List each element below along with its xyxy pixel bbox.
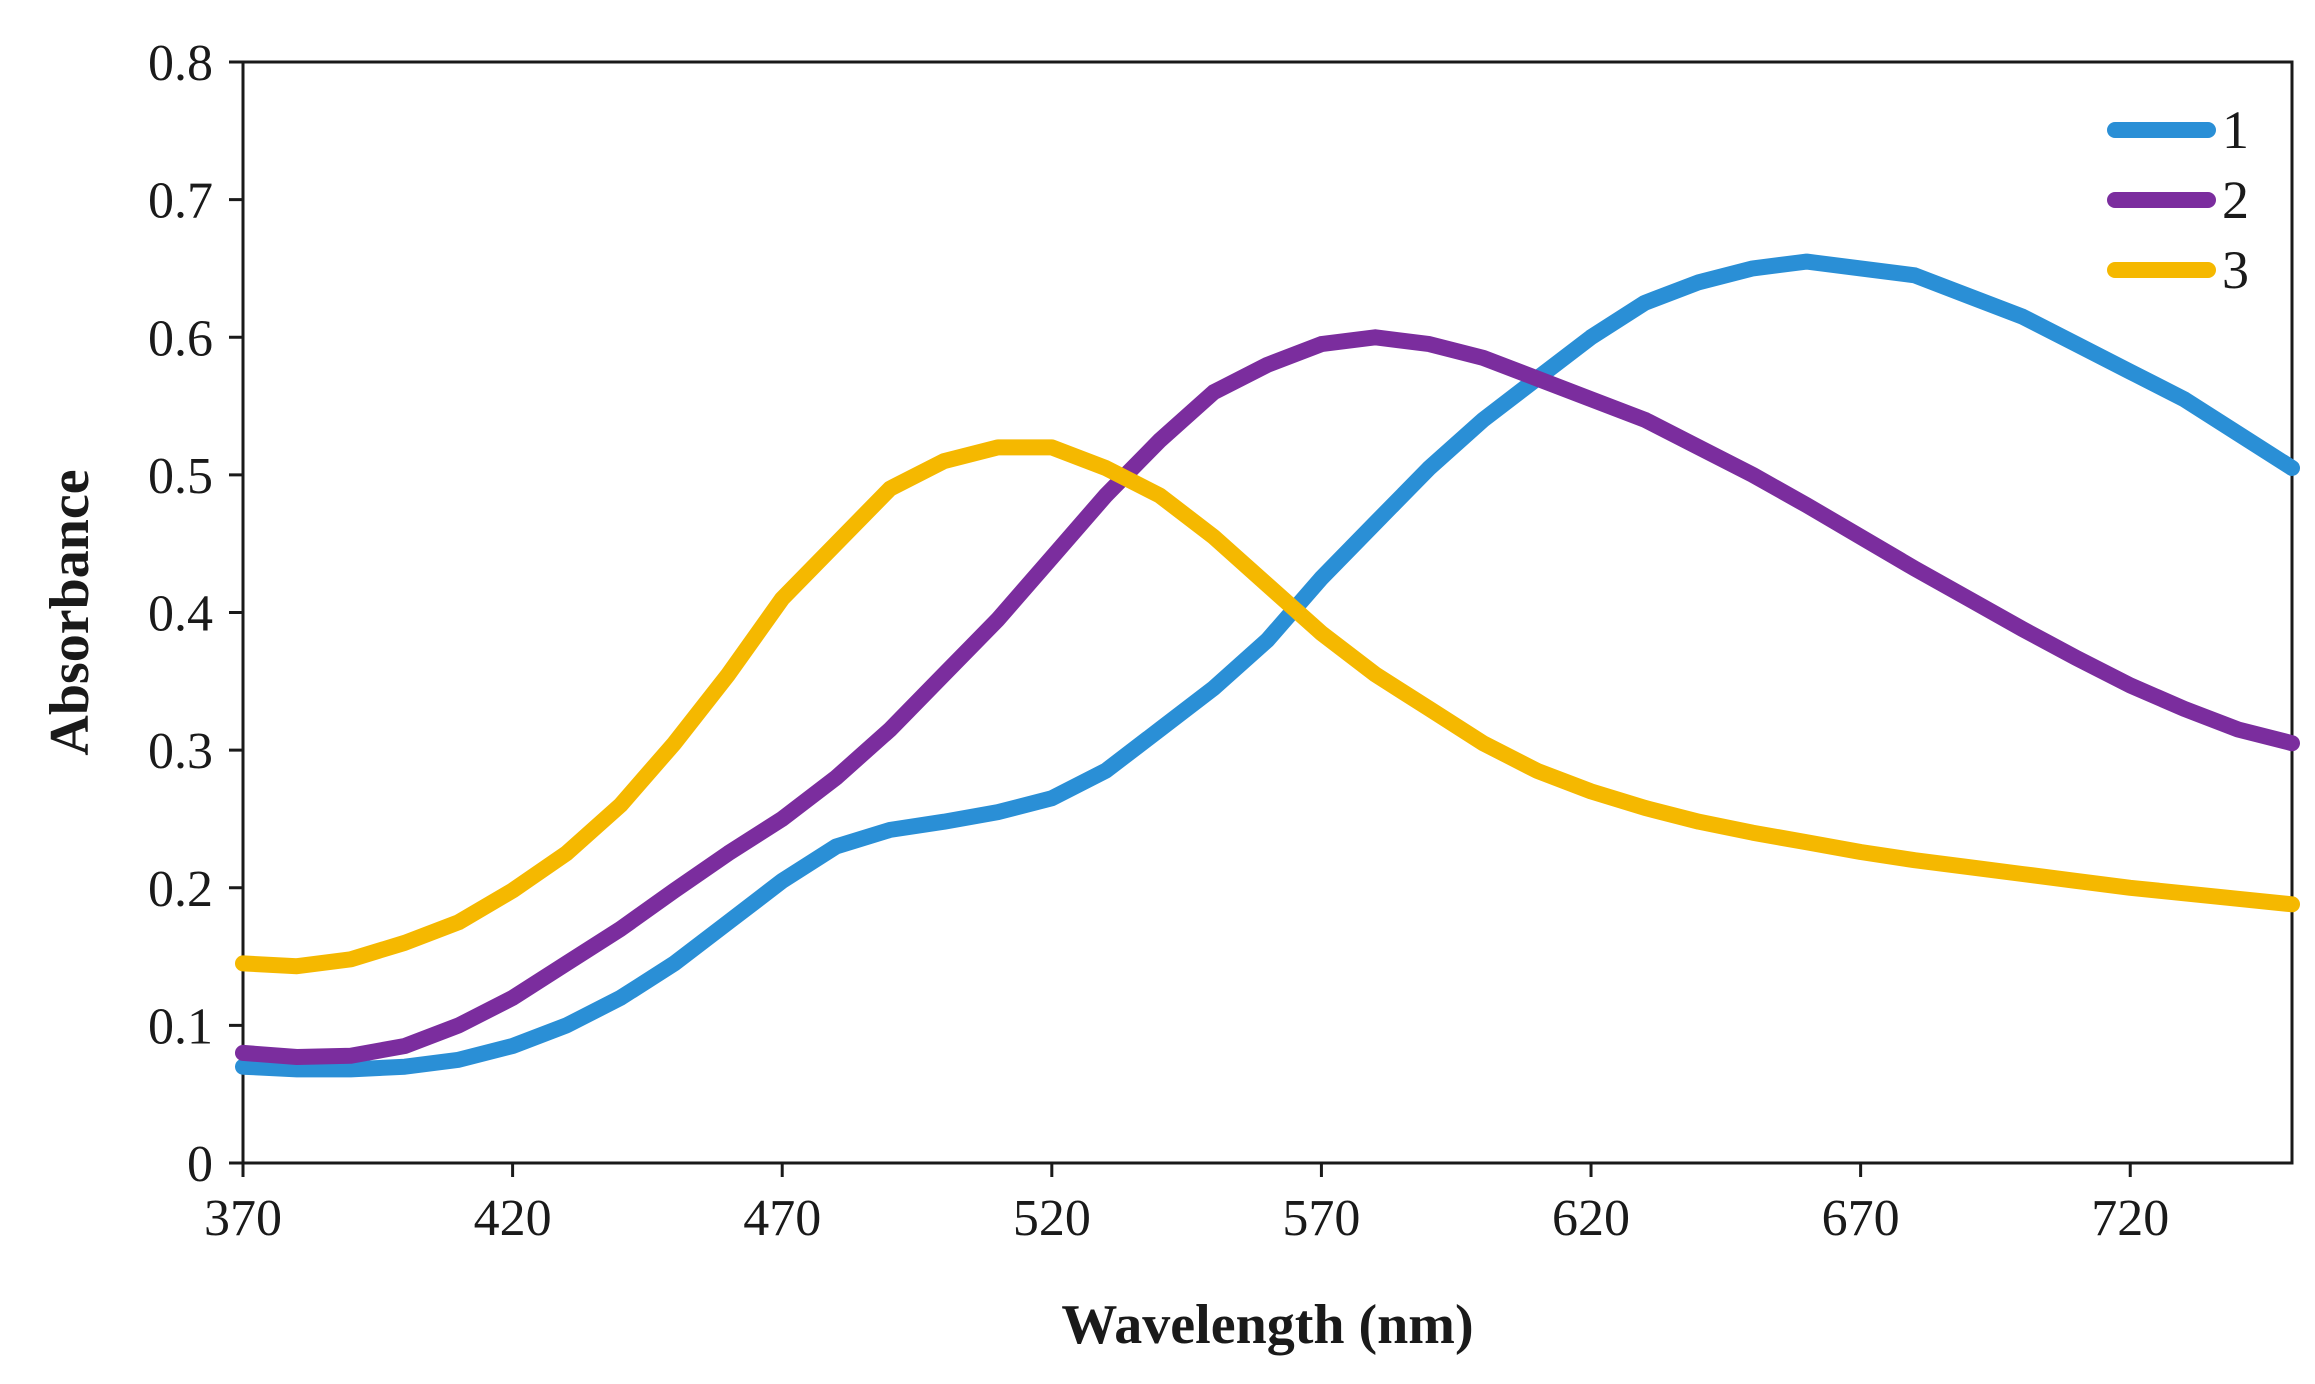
x-tick-label: 720 [2091,1190,2169,1247]
series-line-1 [235,253,2300,1078]
series-line-3 [235,439,2300,975]
y-tick-label: 0.2 [148,861,213,918]
y-axis: 0 0.1 0.2 0.3 0.4 0.5 0.6 0.7 0.8 [148,35,243,1193]
x-tick-label: 670 [1822,1190,1900,1247]
x-axis: 370 420 470 520 570 620 670 720 [204,1163,2169,1247]
y-tick-label: 0.8 [148,35,213,92]
x-tick-label: 520 [1013,1190,1091,1247]
y-tick-label: 0 [187,1136,213,1193]
y-tick-label: 0.6 [148,310,213,367]
y-tick-label: 0.1 [148,998,213,1055]
x-tick-label: 570 [1282,1190,1360,1247]
x-tick-label: 620 [1552,1190,1630,1247]
legend-label-2: 2 [2222,170,2249,230]
legend-label-1: 1 [2222,100,2249,160]
series-line-2 [235,329,2300,1065]
y-tick-label: 0.5 [148,448,213,505]
series-layer [235,253,2300,1078]
y-axis-title: Absorbance [39,469,101,755]
y-tick-label: 0.3 [148,723,213,780]
plot-area [241,60,2294,1165]
x-tick-label: 420 [474,1190,552,1247]
y-tick-label: 0.7 [148,173,213,230]
x-axis-title: Wavelength (nm) [1061,1294,1473,1356]
y-tick-label: 0.4 [148,586,213,643]
x-tick-label: 370 [204,1190,282,1247]
legend: 1 2 3 [2107,100,2249,300]
x-tick-label: 470 [743,1190,821,1247]
legend-label-3: 3 [2222,240,2249,300]
